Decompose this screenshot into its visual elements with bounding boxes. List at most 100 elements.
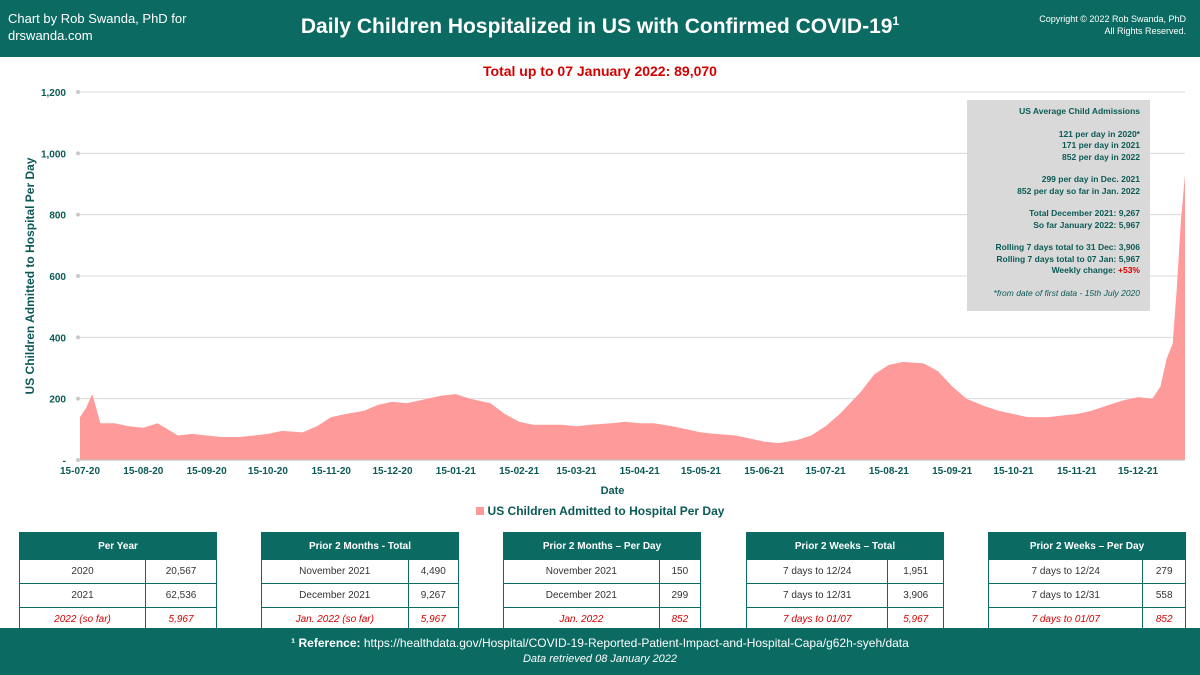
x-tick-label: 15-11-21 <box>1057 466 1097 477</box>
x-tick-label: 15-03-21 <box>556 466 596 477</box>
table-prior-2-weeks-total: Prior 2 Weeks – Total 7 days to 12/24 1,9… <box>745 532 944 632</box>
table-row: November 2021 150 <box>503 559 702 584</box>
table-title: Prior 2 Months – Per Day <box>503 532 701 560</box>
table-row: 2020 20,567 <box>18 559 217 584</box>
y-tick-marker <box>76 335 80 340</box>
x-tick-label: 15-12-21 <box>1118 466 1158 477</box>
table-cell: 279 <box>1142 559 1186 584</box>
x-tick-label: 15-08-20 <box>123 466 163 477</box>
x-tick-label: 15-12-20 <box>372 466 412 477</box>
chart-title: Daily Children Hospitalized in US with C… <box>0 14 1200 39</box>
table-row: December 2021 299 <box>503 583 702 608</box>
y-tick-label: 800 <box>49 211 66 222</box>
table-cell: Jan. 2022 (so far) <box>261 607 409 632</box>
copyright-notice: Copyright © 2022 Rob Swanda, PhD All Rig… <box>1039 13 1186 37</box>
averages-info-box: US Average Child Admissions 121 per day … <box>967 100 1150 311</box>
x-tick-label: 15-09-21 <box>932 466 972 477</box>
table-row: Jan. 2022 (so far) 5,967 <box>261 607 460 632</box>
table-cell: 9,267 <box>407 583 460 608</box>
info-line: 171 per day in 2021 <box>1062 140 1140 150</box>
chart-subtitle-total: Total up to 07 January 2022: 89,070 <box>483 63 717 79</box>
y-tick-label: - <box>63 456 66 467</box>
y-tick-label: 200 <box>49 395 66 406</box>
reference-label: ¹ Reference: <box>291 636 361 650</box>
chart-credit: Chart by Rob Swanda, PhD for drswanda.co… <box>8 11 187 43</box>
chart-title-text: Daily Children Hospitalized in US with C… <box>300 15 893 38</box>
x-tick-label: 15-06-21 <box>744 466 784 477</box>
table-cell: November 2021 <box>503 559 660 584</box>
table-row: 7 days to 12/24 279 <box>987 559 1186 584</box>
header-bar: Chart by Rob Swanda, PhD for drswanda.co… <box>0 0 1200 57</box>
copyright-line-2: All Rights Reserved. <box>1104 26 1186 36</box>
y-tick-marker <box>76 274 80 278</box>
reference-link[interactable]: https://healthdata.gov/Hospital/COVID-19… <box>363 636 909 650</box>
x-tick-label: 15-09-20 <box>187 466 227 477</box>
table-row: December 2021 9,267 <box>261 583 460 608</box>
y-tick-marker <box>76 396 80 401</box>
table-cell: November 2021 <box>261 559 409 584</box>
y-tick-marker <box>76 151 80 156</box>
table-row: Jan. 2022 852 <box>503 607 702 632</box>
table-cell: 150 <box>658 559 702 584</box>
y-tick-marker <box>76 212 80 217</box>
table-cell: 2021 <box>18 583 147 608</box>
y-tick-marker <box>76 90 80 94</box>
table-cell: December 2021 <box>503 583 660 608</box>
y-tick-label: 1,200 <box>41 88 66 99</box>
table-row: 2022 (so far) 5,967 <box>18 607 217 632</box>
table-cell: 2020 <box>18 559 147 584</box>
chart-legend: US Children Admitted to Hospital Per Day <box>0 504 1200 518</box>
info-line: Rolling 7 days total to 31 Dec: 3,906 <box>995 242 1140 252</box>
table-cell: 4,490 <box>407 559 460 584</box>
x-tick-label: 15-07-20 <box>60 466 100 477</box>
table-cell: 558 <box>1142 583 1186 608</box>
x-tick-label: 15-01-21 <box>436 466 476 477</box>
y-axis-title: US Children Admitted to Hospital Per Day <box>23 157 37 394</box>
table-title: Prior 2 Months - Total <box>261 532 459 560</box>
table-prior-2-weeks-per-day: Prior 2 Weeks – Per Day 7 days to 12/24 2… <box>987 532 1186 632</box>
title-footnote-mark: 1 <box>892 14 900 28</box>
y-tick-label: 1,000 <box>41 149 66 160</box>
x-axis-title: Date <box>601 485 625 497</box>
table-cell: 1,951 <box>887 559 944 584</box>
data-retrieved-note: Data retrieved 08 January 2022 <box>522 653 678 665</box>
info-line: Rolling 7 days total to 07 Jan: 5,967 <box>996 253 1140 264</box>
x-tick-label: 15-04-21 <box>620 466 660 477</box>
table-cell: 7 days to 12/31 <box>987 583 1144 608</box>
table-cell: 5,967 <box>407 607 460 632</box>
table-prior-2-months-per-day: Prior 2 Months – Per Day November 2021 15… <box>503 532 702 632</box>
x-tick-label: 15-10-21 <box>993 466 1033 477</box>
y-tick-label: 400 <box>49 333 66 344</box>
copyright-line-1: Copyright © 2022 Rob Swanda, PhD <box>1039 14 1186 24</box>
info-footnote: *from date of first data - 15th July 202… <box>993 287 1140 298</box>
reference-line: ¹ Reference: https://healthdata.gov/Hosp… <box>0 636 1200 650</box>
table-title: Prior 2 Weeks – Per Day <box>988 532 1186 560</box>
x-tick-label: 15-11-20 <box>311 466 351 477</box>
table-cell: 5,967 <box>887 607 944 632</box>
x-tick-label: 15-08-21 <box>869 466 909 477</box>
legend-label: US Children Admitted to Hospital Per Day <box>487 504 725 518</box>
table-cell: 20,567 <box>145 559 217 584</box>
table-title: Per Year <box>19 532 217 560</box>
table-cell: 7 days to 12/24 <box>745 559 889 584</box>
table-cell: 62,536 <box>145 583 217 608</box>
footer-bar: ¹ Reference: https://healthdata.gov/Hosp… <box>0 628 1200 675</box>
legend-swatch <box>475 507 484 515</box>
table-cell: 3,906 <box>887 583 944 608</box>
weekly-change-value: +53% <box>1118 265 1140 275</box>
weekly-change-label: Weekly change: <box>1051 265 1119 275</box>
table-cell: 7 days to 12/24 <box>987 559 1144 584</box>
y-tick-marker <box>76 458 80 462</box>
table-cell: 7 days to 01/07 <box>745 607 889 632</box>
table-cell: 7 days to 12/31 <box>745 583 889 608</box>
table-row: November 2021 4,490 <box>261 559 460 584</box>
table-cell: 852 <box>658 607 702 632</box>
area-chart: - 200 400 600 800 1,000 1,200 15-07-20 15-08-20 1… <box>23 88 1185 497</box>
table-cell: December 2021 <box>261 583 409 608</box>
info-line: 121 per day in 2020* <box>1058 128 1140 139</box>
info-title: US Average Child Admissions <box>1019 106 1140 116</box>
table-row: 7 days to 12/31 3,906 <box>745 583 944 608</box>
table-row: 7 days to 01/07 5,967 <box>745 607 944 632</box>
x-tick-label: 15-02-21 <box>499 466 539 477</box>
y-tick-label: 600 <box>49 272 66 283</box>
